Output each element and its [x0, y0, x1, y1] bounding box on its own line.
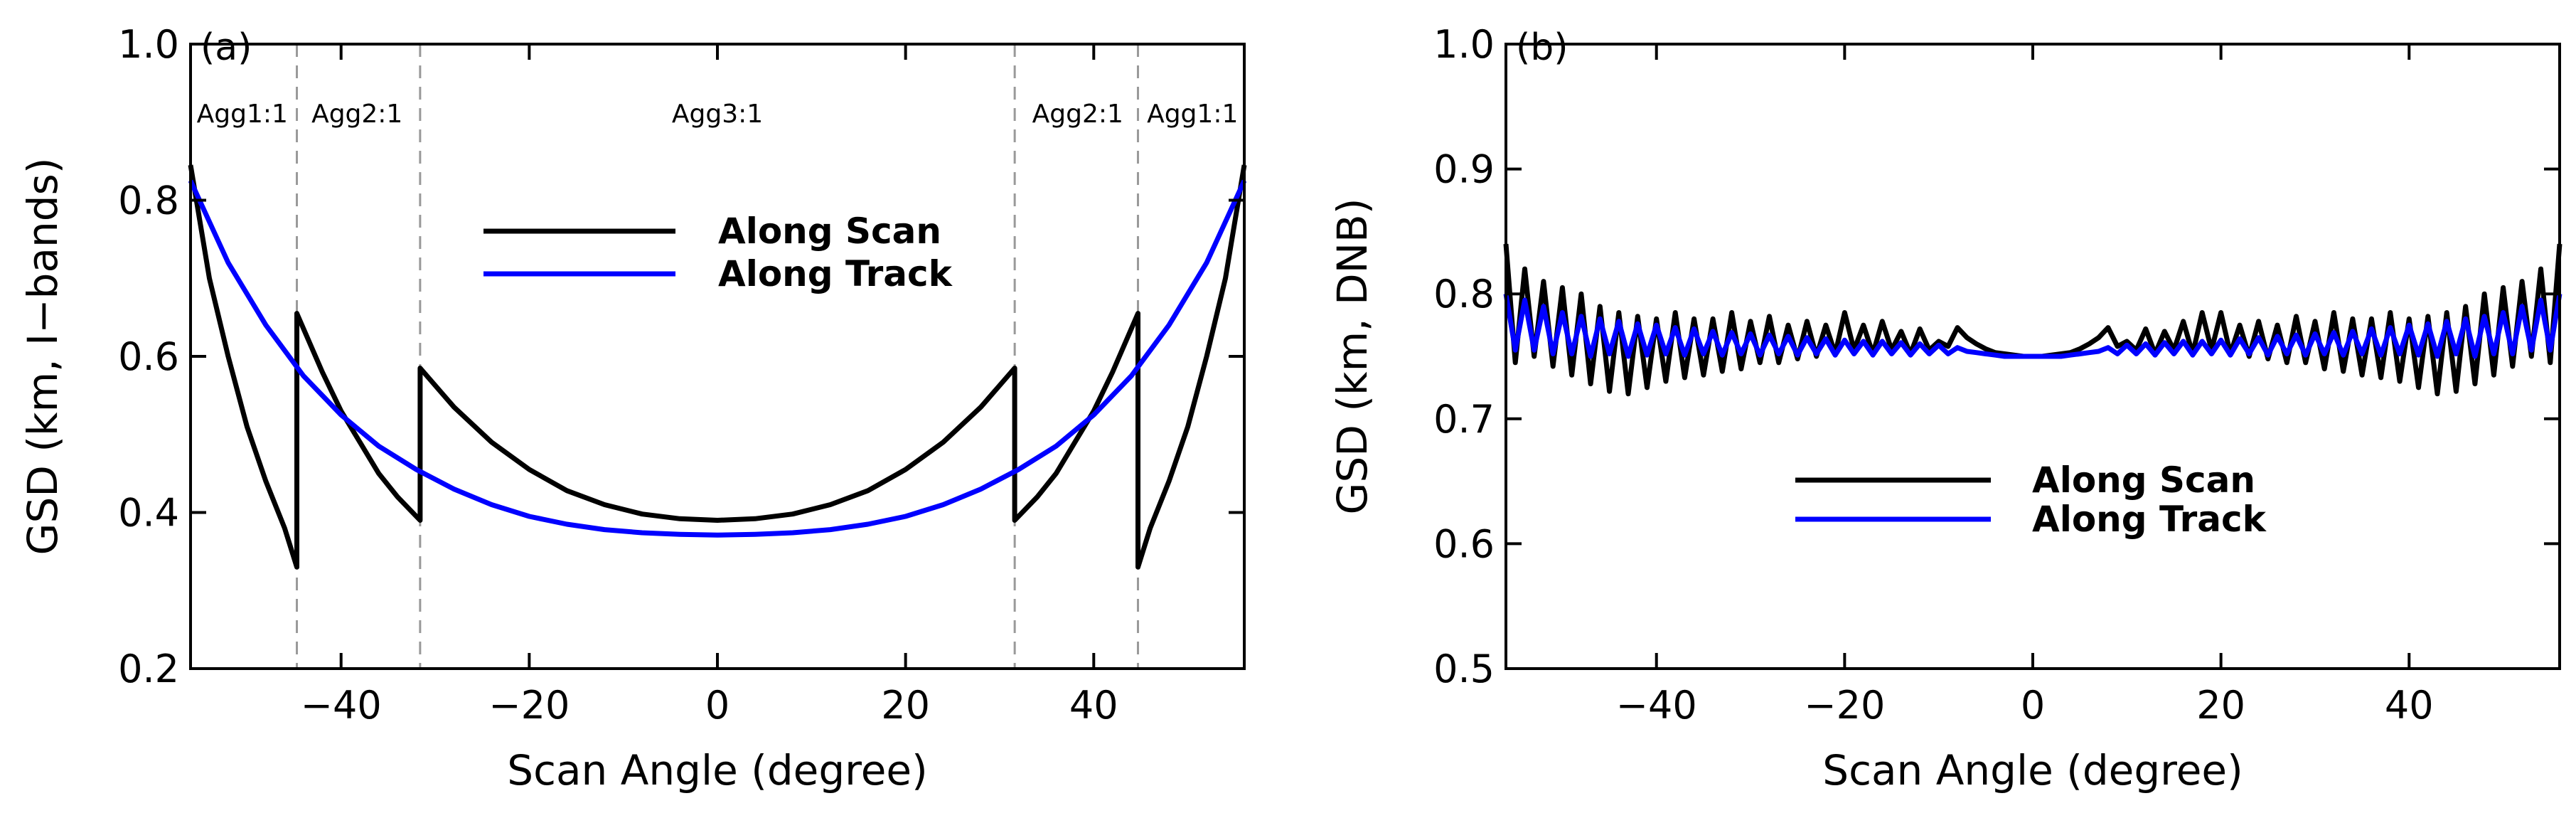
- panel-label: (b): [1516, 26, 1568, 69]
- y-tick-label: 0.6: [118, 334, 179, 379]
- x-tick-label: 0: [705, 683, 729, 728]
- y-axis-label: GSD (km, I−bands): [18, 158, 67, 556]
- panel-label: (a): [201, 26, 252, 69]
- legend-label: Along Scan: [2032, 459, 2255, 501]
- series-line-along-scan: [188, 164, 1247, 570]
- x-tick-label: −20: [1804, 683, 1885, 728]
- x-tick-label: −40: [1616, 683, 1697, 728]
- region-label: Agg2:1: [1032, 100, 1123, 129]
- x-tick-label: 40: [2385, 683, 2434, 728]
- x-tick-label: 40: [1069, 683, 1118, 728]
- x-tick-label: 20: [2196, 683, 2245, 728]
- y-tick-label: 0.8: [118, 179, 179, 223]
- series-line-along-track: [1503, 293, 2562, 359]
- region-label: Agg2:1: [311, 100, 402, 129]
- y-tick-label: 0.2: [118, 647, 179, 691]
- series-line-along-track: [188, 179, 1247, 538]
- y-tick-label: 0.6: [1433, 521, 1495, 566]
- y-tick-label: 0.7: [1433, 397, 1495, 442]
- region-label: Agg1:1: [197, 100, 288, 129]
- region-label: Agg1:1: [1147, 100, 1238, 129]
- y-tick-label: 0.4: [118, 491, 179, 536]
- y-tick-label: 1.0: [1433, 22, 1495, 67]
- x-tick-label: −40: [301, 683, 382, 728]
- x-axis-label: Scan Angle (degree): [1822, 746, 2243, 795]
- x-tick-label: 0: [2021, 683, 2045, 728]
- y-axis-label: GSD (km, DNB): [1328, 198, 1377, 515]
- x-tick-label: −20: [488, 683, 570, 728]
- y-tick-label: 0.9: [1433, 147, 1495, 192]
- y-tick-label: 1.0: [118, 22, 179, 67]
- y-tick-label: 0.5: [1433, 647, 1495, 691]
- x-tick-label: 20: [881, 683, 930, 728]
- legend-label: Along Track: [718, 253, 953, 294]
- x-axis-label: Scan Angle (degree): [507, 746, 927, 795]
- y-tick-label: 0.8: [1433, 272, 1495, 317]
- chart-panel-a: (a) Agg1:1 Agg2:1 Agg3:1 Agg2:1 Agg1:1 −40 −2…: [18, 22, 1247, 795]
- legend-label: Along Track: [2032, 499, 2267, 540]
- chart-panel-b: (b) −40 −20 0 20 40 0.5 0.6 0.7 0.8 0.9 1.0 Along …: [1328, 22, 2562, 795]
- region-label: Agg3:1: [672, 100, 763, 129]
- legend-label: Along Scan: [718, 211, 941, 252]
